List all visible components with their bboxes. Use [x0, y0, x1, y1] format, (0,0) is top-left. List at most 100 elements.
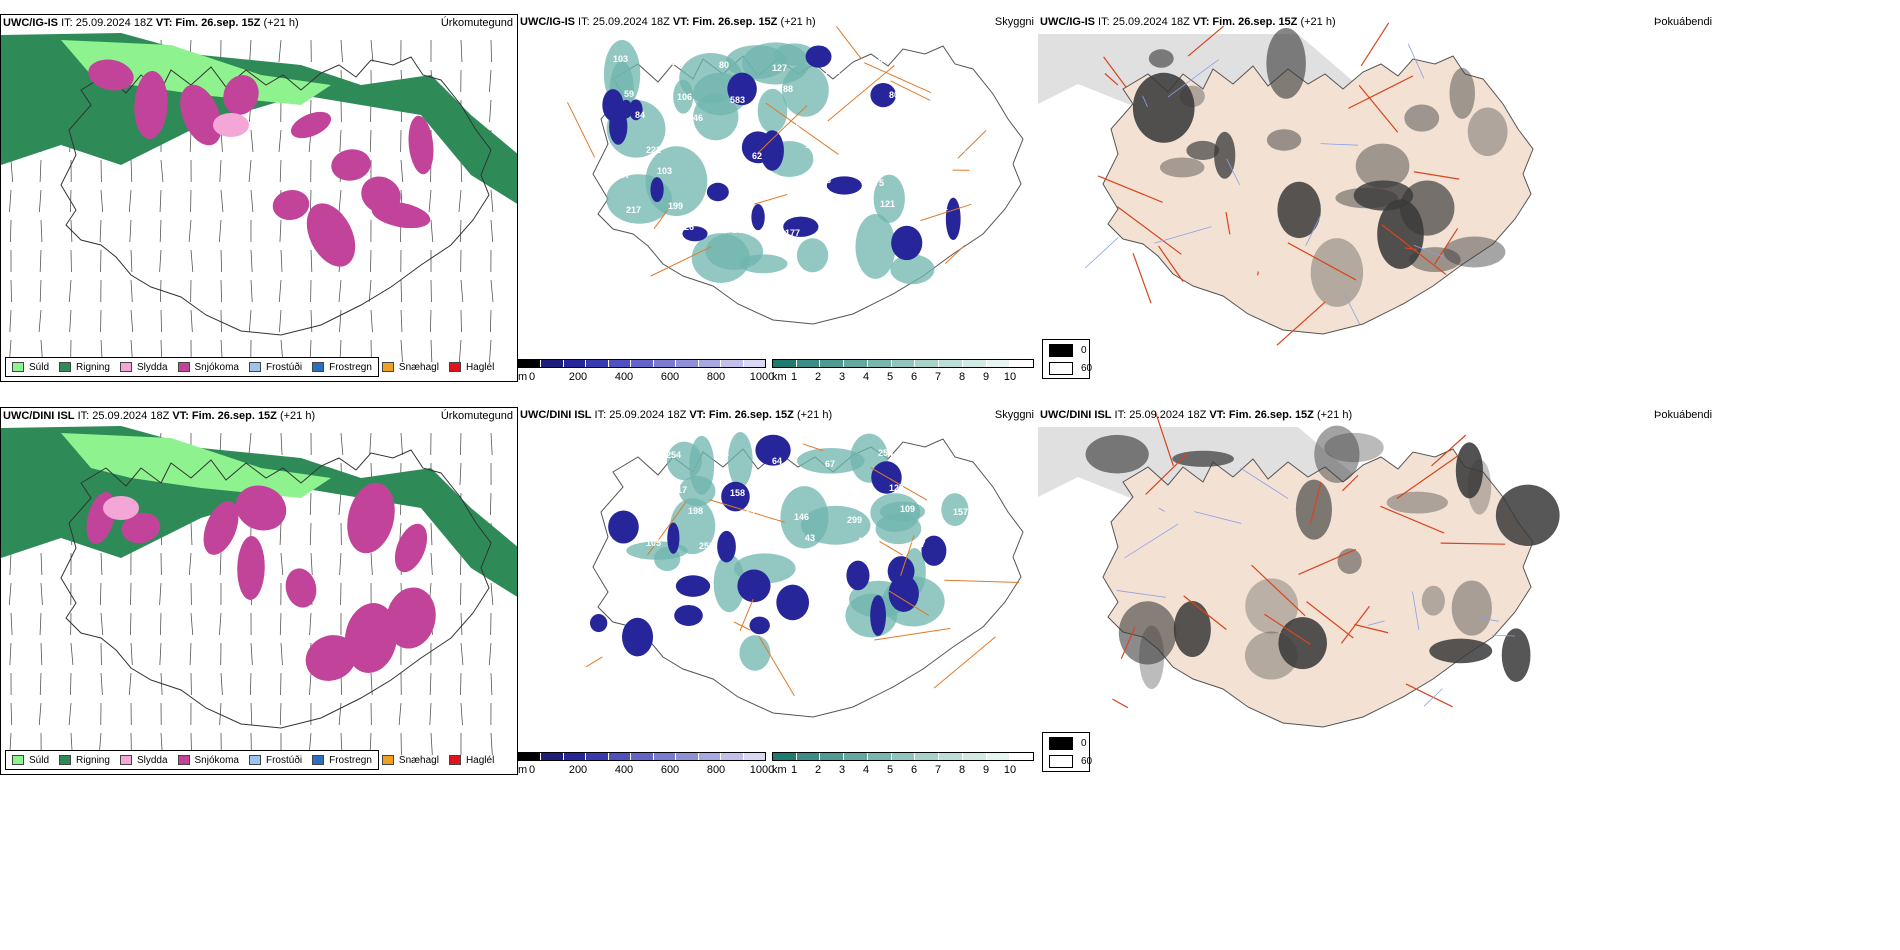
river: [1116, 590, 1166, 598]
snow-depth-label: 281: [931, 451, 946, 461]
snow-depth-label: 89: [858, 143, 868, 153]
snow-cell: [88, 59, 134, 91]
fog-cell: [1278, 617, 1327, 670]
fog-cell: [1277, 181, 1321, 239]
colorbar-tick: 800: [706, 371, 726, 382]
valid-time-label: VT: Fim. 26.sep. 15Z: [155, 17, 261, 29]
snow-depth-label: 43: [805, 533, 815, 543]
road: [765, 102, 839, 155]
snow-depth-label: 84: [836, 87, 846, 97]
model-name: UWC/IG-IS: [3, 17, 58, 29]
road: [1348, 75, 1414, 109]
fog-cell: [1443, 236, 1506, 268]
snow-depth-label: 92: [922, 167, 932, 177]
fog-cell: [1455, 442, 1483, 499]
snow-depth-label: 103: [613, 54, 628, 64]
snow-depth-label: 67: [699, 148, 709, 158]
legend-label: Slydda: [136, 361, 168, 373]
legend-label: Frostregn: [329, 754, 372, 766]
visibility-cell: [870, 493, 921, 533]
fog-cell: [1245, 578, 1299, 634]
colorbar-tick: 1: [790, 764, 798, 775]
colorbar-tick: 400: [614, 764, 634, 775]
road: [1116, 206, 1182, 255]
fog-cell: [1386, 491, 1448, 514]
snow-depth-cell: [783, 216, 819, 237]
road: [1145, 453, 1188, 495]
snow-depth-label: 104: [794, 119, 809, 129]
model-name: UWC/IG-IS: [520, 16, 575, 28]
snow-depth-label: 64: [772, 456, 782, 466]
fog-cell: [1266, 129, 1302, 151]
legend-label: Haglél: [465, 754, 495, 766]
legend-label: Rigning: [76, 754, 110, 766]
snow-depth-cell: [871, 461, 902, 494]
colorbar-cell: [743, 753, 765, 760]
panel-title: UWC/DINI ISL IT: 25.09.2024 18Z VT: Fim.…: [1040, 409, 1352, 421]
model-name: UWC/DINI ISL: [1040, 409, 1112, 421]
colorbar-tick: 8: [958, 371, 966, 382]
colorbar-cell: [891, 753, 916, 760]
fog-cell: [1467, 107, 1508, 157]
road: [1413, 171, 1460, 180]
colorbar-cell: [986, 360, 1011, 367]
fog-cell: [1310, 238, 1364, 307]
colorbar-cell: [563, 753, 587, 760]
colorbar-unit: m: [518, 764, 528, 775]
init-time-label: IT: 25.09.2024 18Z: [1095, 16, 1193, 28]
colorbar-tick: 8: [958, 764, 966, 775]
road: [1287, 242, 1357, 281]
colorbar-cell: [820, 360, 845, 367]
fog-legend-label: 60: [1081, 756, 1093, 767]
road: [709, 499, 785, 523]
road: [1298, 548, 1357, 575]
snow-depth-label: 140: [774, 207, 789, 217]
sleet-cell: [213, 113, 249, 137]
visibility-cell: [855, 213, 896, 279]
snow-depth-label: 117: [911, 539, 926, 549]
legend-swatch: [381, 755, 394, 765]
legend-item: Slydda: [119, 361, 168, 373]
snow-depth-label: 80: [635, 503, 645, 513]
snow-depth-label: 93: [931, 58, 941, 68]
fog-cell: [1118, 601, 1177, 665]
snow-depth-cell: [629, 99, 643, 121]
visibility-cell: [739, 635, 771, 671]
colorbar-tick: 3: [838, 371, 846, 382]
snow-depth-label: 67: [825, 459, 835, 469]
road: [1154, 411, 1174, 467]
fog-legend-row: 60: [1049, 755, 1092, 768]
snow-depth-cell: [667, 522, 680, 554]
snow-depth-label: 254: [666, 450, 681, 460]
init-time-label: IT: 25.09.2024 18Z: [61, 17, 156, 29]
river: [1194, 511, 1242, 524]
snow-depth-label: 29: [741, 116, 751, 126]
legend-item: Haglél: [448, 362, 494, 373]
snow-map-graphic: 103 532 80 127 102 97 93 59 106 583 88 84 80 100 84 146…: [566, 26, 1024, 325]
colorbar-cell: [962, 360, 987, 367]
snow-depth-label: 88: [783, 84, 793, 94]
legend-swatch: [312, 755, 325, 765]
snow-depth-cell: [622, 617, 654, 657]
road: [1120, 627, 1136, 659]
colorbar-cell: [631, 360, 654, 367]
legend-label: Snæhagl: [398, 361, 439, 373]
colorbar-cell: [939, 360, 963, 367]
lead-time: (+21 h): [777, 16, 816, 28]
snow-depth-label: 17: [677, 485, 687, 495]
visibility-cell: [890, 254, 935, 285]
fog-cell: [1214, 131, 1236, 179]
snow-depth-cell: [741, 131, 775, 164]
colorbar-tick: 400: [614, 371, 634, 382]
road: [874, 627, 951, 641]
fog-cell: [1173, 600, 1211, 658]
snow-depth-label: 255: [752, 544, 767, 554]
fog-cell: [1449, 67, 1476, 119]
init-time-label: IT: 25.09.2024 18Z: [77, 410, 173, 422]
legend-label: Snæhagl: [398, 754, 439, 766]
snow-cell: [121, 512, 161, 544]
road: [566, 101, 596, 158]
road: [754, 193, 788, 205]
snow-depth-label: 103: [657, 166, 672, 176]
colorbar-cell: [676, 360, 699, 367]
